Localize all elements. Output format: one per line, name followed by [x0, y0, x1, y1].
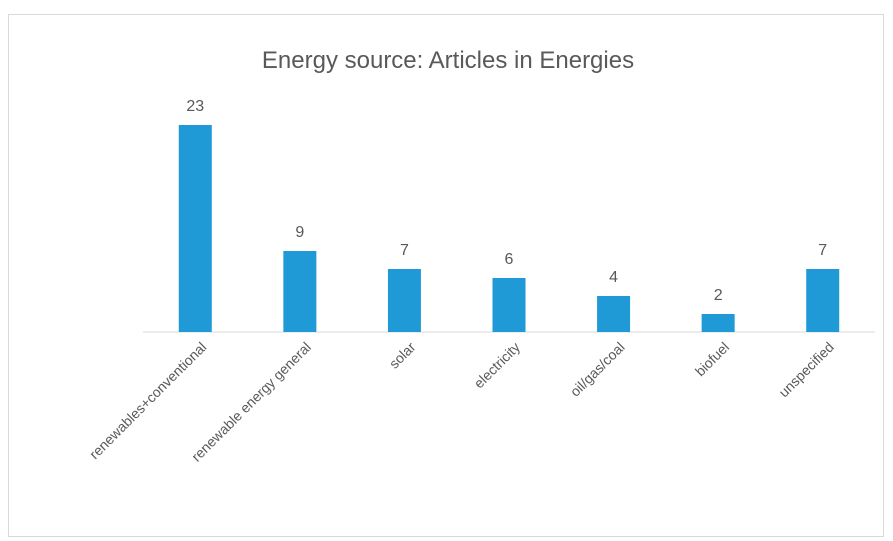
bar: [283, 251, 317, 332]
bar: [178, 125, 212, 332]
data-label: 9: [295, 224, 304, 241]
chart-title: Energy source: Articles in Energies: [262, 47, 634, 74]
data-label: 6: [505, 251, 514, 268]
data-label: 7: [400, 242, 409, 259]
data-label: 7: [818, 242, 827, 259]
chart-frame: [8, 14, 884, 537]
bar: [701, 314, 735, 332]
bar: [492, 278, 526, 332]
data-label: 4: [609, 269, 618, 286]
bar: [806, 269, 840, 332]
bar: [387, 269, 421, 332]
bar: [597, 296, 631, 332]
data-label: 2: [714, 287, 723, 304]
data-label: 23: [186, 98, 204, 115]
